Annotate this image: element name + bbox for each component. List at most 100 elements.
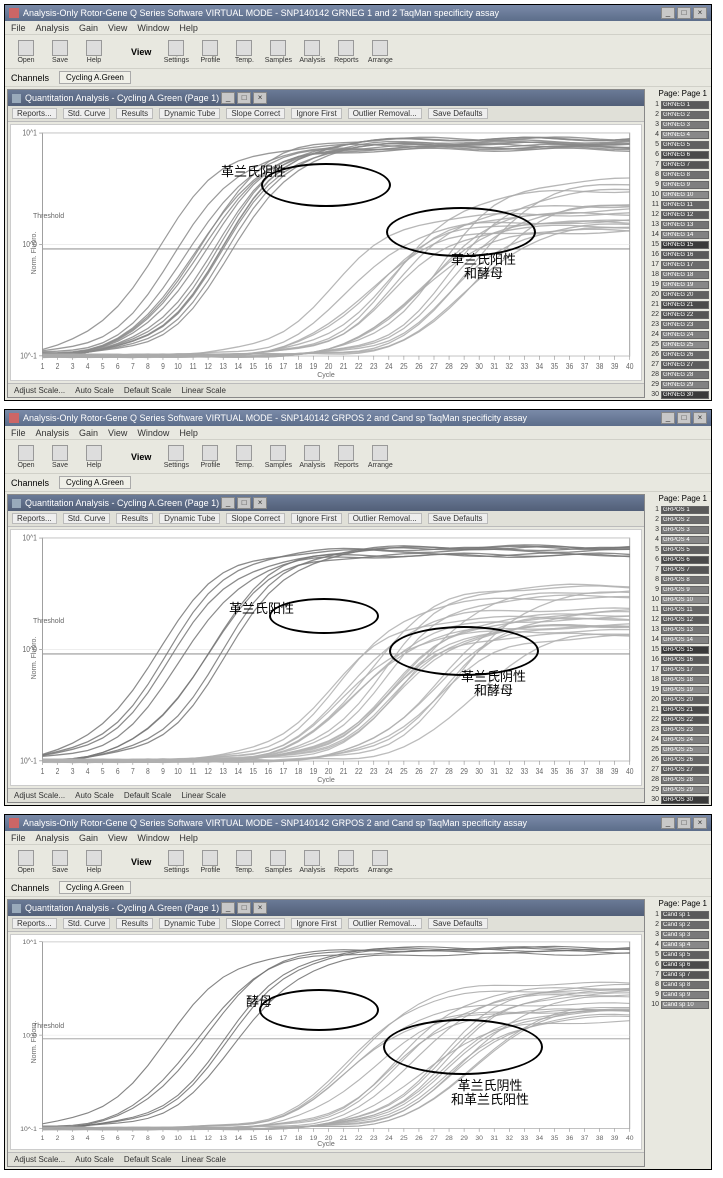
legend-row[interactable]: 24 GRPOS 24 [649,735,709,744]
legend-row[interactable]: 17 GRPOS 17 [649,665,709,674]
legend-row[interactable]: 7 GRPOS 7 [649,565,709,574]
legend-row[interactable]: 10 GRNEG 10 [649,190,709,199]
legend-row[interactable]: 28 GRPOS 28 [649,775,709,784]
menu-item[interactable]: View [108,833,127,843]
subtool-button[interactable]: Results [116,918,153,929]
legend-row[interactable]: 4 GRNEG 4 [649,130,709,139]
legend-row[interactable]: 27 GRPOS 27 [649,765,709,774]
legend-row[interactable]: 11 GRPOS 11 [649,605,709,614]
legend-row[interactable]: 26 GRPOS 26 [649,755,709,764]
legend-row[interactable]: 3 Cand sp 3 [649,930,709,939]
channel-tab[interactable]: Cycling A.Green [59,71,131,84]
legend-row[interactable]: 19 GRNEG 19 [649,280,709,289]
toolbar-button-save[interactable]: Save [45,40,75,64]
subtool-button[interactable]: Slope Correct [226,108,285,119]
legend-row[interactable]: 11 GRNEG 11 [649,200,709,209]
toolbar-button[interactable]: Samples [263,445,293,469]
close-icon[interactable]: × [693,817,707,829]
sub-maximize-icon[interactable]: □ [237,902,251,914]
legend-row[interactable]: 29 GRPOS 29 [649,785,709,794]
subtool-button[interactable]: Std. Curve [63,108,111,119]
subtool-button[interactable]: Ignore First [291,108,341,119]
pager-label[interactable]: Page: Page 1 [647,87,711,100]
toolbar-button[interactable]: Reports [331,850,361,874]
legend-row[interactable]: 8 GRNEG 8 [649,170,709,179]
legend-row[interactable]: 15 GRNEG 15 [649,240,709,249]
menu-item[interactable]: Window [137,833,169,843]
legend-row[interactable]: 5 GRNEG 5 [649,140,709,149]
legend-row[interactable]: 16 GRPOS 16 [649,655,709,664]
legend-row[interactable]: 13 GRNEG 13 [649,220,709,229]
minimize-icon[interactable]: _ [661,7,675,19]
menu-item[interactable]: Gain [79,23,98,33]
subtool-button[interactable]: Ignore First [291,918,341,929]
toolbar-button[interactable]: Samples [263,850,293,874]
legend-row[interactable]: 1 Cand sp 1 [649,910,709,919]
legend-row[interactable]: 1 GRPOS 1 [649,505,709,514]
legend-row[interactable]: 18 GRNEG 18 [649,270,709,279]
sub-minimize-icon[interactable]: _ [221,497,235,509]
toolbar-button[interactable]: Analysis [297,445,327,469]
legend-row[interactable]: 9 GRNEG 9 [649,180,709,189]
subtool-button[interactable]: Slope Correct [226,513,285,524]
menu-item[interactable]: Analysis [36,428,70,438]
scale-button[interactable]: Linear Scale [181,386,225,395]
maximize-icon[interactable]: □ [677,7,691,19]
toolbar-button[interactable]: Arrange [365,40,395,64]
subtool-button[interactable]: Std. Curve [63,918,111,929]
scale-button[interactable]: Auto Scale [75,791,114,800]
legend-row[interactable]: 5 Cand sp 5 [649,950,709,959]
amplification-chart[interactable]: 10^-110^010^1123456789101112131415161718… [10,529,642,786]
toolbar-button-open[interactable]: Open [11,445,41,469]
menu-item[interactable]: Window [137,23,169,33]
sub-minimize-icon[interactable]: _ [221,902,235,914]
amplification-chart[interactable]: 10^-110^010^1123456789101112131415161718… [10,124,642,381]
menu-item[interactable]: Window [137,428,169,438]
legend-row[interactable]: 7 GRNEG 7 [649,160,709,169]
toolbar-button-open[interactable]: Open [11,850,41,874]
legend-row[interactable]: 6 GRPOS 6 [649,555,709,564]
menu-item[interactable]: Analysis [36,23,70,33]
legend-row[interactable]: 13 GRPOS 13 [649,625,709,634]
scale-button[interactable]: Adjust Scale... [14,386,65,395]
scale-button[interactable]: Linear Scale [181,1155,225,1164]
legend-row[interactable]: 26 GRNEG 26 [649,350,709,359]
toolbar-button-help[interactable]: Help [79,850,109,874]
sub-close-icon[interactable]: × [253,902,267,914]
scale-button[interactable]: Adjust Scale... [14,791,65,800]
legend-row[interactable]: 23 GRPOS 23 [649,725,709,734]
legend-row[interactable]: 14 GRPOS 14 [649,635,709,644]
close-icon[interactable]: × [693,412,707,424]
scale-button[interactable]: Auto Scale [75,1155,114,1164]
legend-row[interactable]: 3 GRPOS 3 [649,525,709,534]
menu-item[interactable]: Gain [79,833,98,843]
channel-tab[interactable]: Cycling A.Green [59,476,131,489]
toolbar-button-help[interactable]: Help [79,40,109,64]
sub-maximize-icon[interactable]: □ [237,92,251,104]
legend-row[interactable]: 22 GRPOS 22 [649,715,709,724]
subtool-button[interactable]: Save Defaults [428,513,488,524]
legend-row[interactable]: 7 Cand sp 7 [649,970,709,979]
legend-row[interactable]: 12 GRNEG 12 [649,210,709,219]
toolbar-button[interactable]: Reports [331,40,361,64]
sub-close-icon[interactable]: × [253,497,267,509]
toolbar-button[interactable]: Settings [161,445,191,469]
scale-button[interactable]: Default Scale [124,1155,172,1164]
toolbar-button[interactable]: Temp. [229,445,259,469]
legend-row[interactable]: 30 GRNEG 30 [649,390,709,399]
minimize-icon[interactable]: _ [661,817,675,829]
scale-button[interactable]: Linear Scale [181,791,225,800]
toolbar-button[interactable]: Analysis [297,850,327,874]
legend-row[interactable]: 14 GRNEG 14 [649,230,709,239]
pager-label[interactable]: Page: Page 1 [647,897,711,910]
maximize-icon[interactable]: □ [677,817,691,829]
subtool-button[interactable]: Results [116,513,153,524]
legend-row[interactable]: 17 GRNEG 17 [649,260,709,269]
subtool-button[interactable]: Std. Curve [63,513,111,524]
menu-item[interactable]: Help [179,23,198,33]
legend-row[interactable]: 22 GRNEG 22 [649,310,709,319]
legend-row[interactable]: 16 GRNEG 16 [649,250,709,259]
legend-row[interactable]: 21 GRPOS 21 [649,705,709,714]
legend-row[interactable]: 20 GRPOS 20 [649,695,709,704]
legend-row[interactable]: 2 GRNEG 2 [649,110,709,119]
